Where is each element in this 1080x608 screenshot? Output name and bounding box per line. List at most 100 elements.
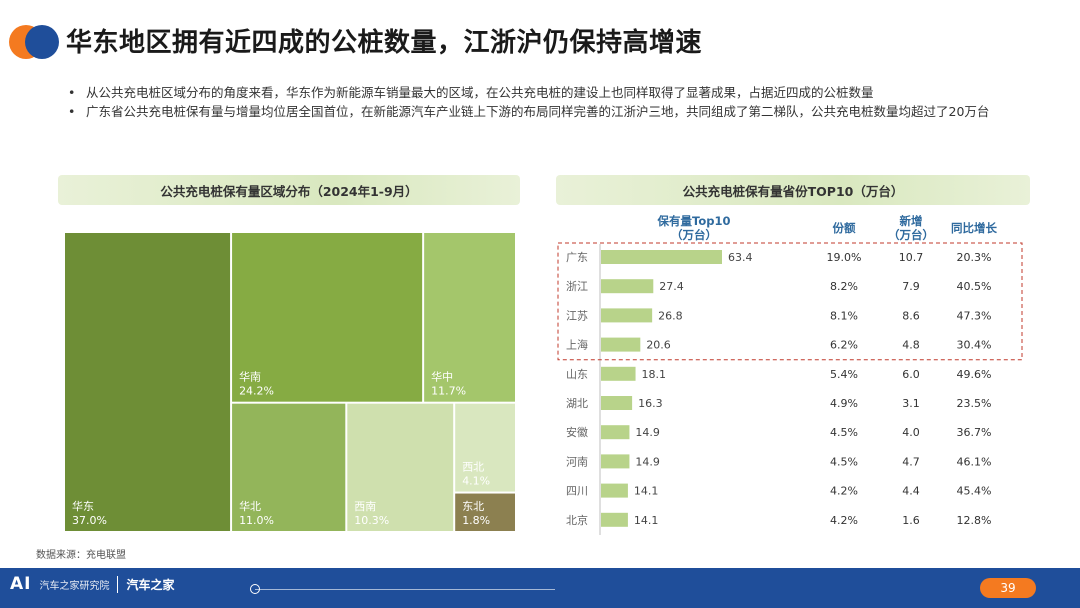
province-label: 湖北 <box>566 397 588 410</box>
province-label: 河南 <box>566 455 588 468</box>
treemap-name-label: 华中 <box>431 370 453 384</box>
stock-value-label: 14.9 <box>635 455 660 468</box>
new-cell: 4.0 <box>902 426 920 439</box>
share-cell: 4.5% <box>830 426 858 439</box>
stock-bar <box>601 337 641 352</box>
table-header-label: （万台） <box>671 228 717 242</box>
share-cell: 4.2% <box>830 514 858 527</box>
stock-value-label: 27.4 <box>659 280 684 293</box>
treemap-cell-1 <box>232 233 423 402</box>
share-cell: 4.9% <box>830 397 858 410</box>
treemap-name-label: 华南 <box>239 370 261 384</box>
province-label: 安徽 <box>566 425 588 439</box>
brand-logo-text: AI <box>10 574 32 594</box>
yoy-cell: 45.4% <box>957 485 992 498</box>
province-label: 四川 <box>566 485 588 498</box>
treemap-value-label: 11.0% <box>239 514 274 527</box>
stock-value-label: 14.1 <box>634 514 659 527</box>
table-title: 公共充电桩保有量省份TOP10（万台） <box>556 175 1030 205</box>
footer-bar: AI 汽车之家研究院 汽车之家 39 <box>0 568 1080 608</box>
treemap-name-label: 西南 <box>354 500 376 513</box>
yoy-cell: 49.6% <box>957 368 992 381</box>
share-cell: 8.1% <box>830 309 858 322</box>
logo-dots <box>9 24 59 60</box>
treemap-cell-3 <box>232 403 346 531</box>
page-number: 39 <box>980 578 1036 598</box>
highlight-box <box>557 242 1023 361</box>
bullet-item: 广东省公共充电桩保有量与增量均位居全国首位，在新能源汽车产业链上下游的布局同样完… <box>66 103 1026 120</box>
stock-bar <box>601 366 636 381</box>
treemap-name-label: 华东 <box>72 499 94 513</box>
share-cell: 4.2% <box>830 485 858 498</box>
stock-bar <box>601 425 630 440</box>
yoy-cell: 20.3% <box>957 251 992 264</box>
share-cell: 5.4% <box>830 368 858 381</box>
stock-value-label: 18.1 <box>642 368 667 381</box>
new-cell: 4.4 <box>902 485 920 498</box>
yoy-cell: 47.3% <box>957 309 992 322</box>
treemap-title: 公共充电桩保有量区域分布（2024年1-9月） <box>58 175 520 205</box>
share-cell: 8.2% <box>830 280 858 293</box>
stock-value-label: 14.1 <box>634 485 659 498</box>
footer-decoration-line <box>255 589 555 590</box>
stock-bar <box>601 250 722 264</box>
province-label: 浙江 <box>566 280 588 293</box>
treemap-value-label: 37.0% <box>72 514 107 527</box>
yoy-cell: 30.4% <box>957 339 992 352</box>
province-label: 山东 <box>566 368 588 381</box>
province-label: 江苏 <box>566 309 588 322</box>
table-header-label: （万台） <box>888 228 934 242</box>
treemap-value-label: 1.8% <box>462 514 490 527</box>
yoy-cell: 40.5% <box>957 280 992 293</box>
treemap-cell-0 <box>65 233 231 531</box>
new-cell: 1.6 <box>902 514 920 527</box>
new-cell: 6.0 <box>902 368 920 381</box>
treemap-name-label: 东北 <box>462 500 484 513</box>
bullet-item: 从公共充电桩区域分布的角度来看，华东作为新能源车销量最大的区域，在公共充电桩的建… <box>66 84 1026 101</box>
table-header-label: 新增 <box>900 214 923 228</box>
data-source: 数据来源：充电联盟 <box>36 550 126 561</box>
stock-value-label: 63.4 <box>728 251 753 264</box>
new-cell: 4.8 <box>902 339 920 352</box>
table-header-label: 同比增长 <box>951 221 997 235</box>
new-cell: 7.9 <box>902 280 920 293</box>
province-label: 广东 <box>566 251 588 264</box>
treemap-value-label: 4.1% <box>462 475 490 488</box>
stock-bar <box>601 512 628 527</box>
page-title: 华东地区拥有近四成的公桩数量，江浙沪仍保持高增速 <box>66 28 703 58</box>
stock-value-label: 20.6 <box>646 339 671 352</box>
yoy-cell: 36.7% <box>957 426 992 439</box>
brand-autohome: 汽车之家 <box>117 575 175 593</box>
treemap-cell-2 <box>424 233 515 402</box>
treemap-cell-5 <box>455 403 515 492</box>
treemap-cell-4 <box>347 403 454 531</box>
stock-bar <box>601 279 654 294</box>
stock-value-label: 26.8 <box>658 309 683 322</box>
new-cell: 8.6 <box>902 309 920 322</box>
stock-bar <box>601 308 653 323</box>
table-header-label: 保有量Top10 <box>657 214 731 228</box>
treemap-value-label: 10.3% <box>354 514 389 527</box>
blue-dot <box>25 25 59 59</box>
new-cell: 3.1 <box>902 397 920 410</box>
share-cell: 19.0% <box>827 251 862 264</box>
yoy-cell: 12.8% <box>957 514 992 527</box>
new-cell: 10.7 <box>899 251 924 264</box>
treemap-value-label: 24.2% <box>239 385 274 398</box>
footer-brand: AI 汽车之家研究院 汽车之家 <box>10 574 175 594</box>
bullet-list: 从公共充电桩区域分布的角度来看，华东作为新能源车销量最大的区域，在公共充电桩的建… <box>66 84 1026 122</box>
province-label: 北京 <box>566 513 588 527</box>
stock-bar <box>601 483 628 498</box>
treemap-cell-6 <box>455 493 515 531</box>
yoy-cell: 46.1% <box>957 455 992 468</box>
treemap-value-label: 11.7% <box>431 385 466 398</box>
stock-bar <box>601 396 633 410</box>
stock-value-label: 14.9 <box>635 426 660 439</box>
table-header-label: 份额 <box>833 221 856 235</box>
yoy-cell: 23.5% <box>957 397 992 410</box>
share-cell: 4.5% <box>830 455 858 468</box>
province-label: 上海 <box>566 338 588 352</box>
stock-bar <box>601 454 630 469</box>
